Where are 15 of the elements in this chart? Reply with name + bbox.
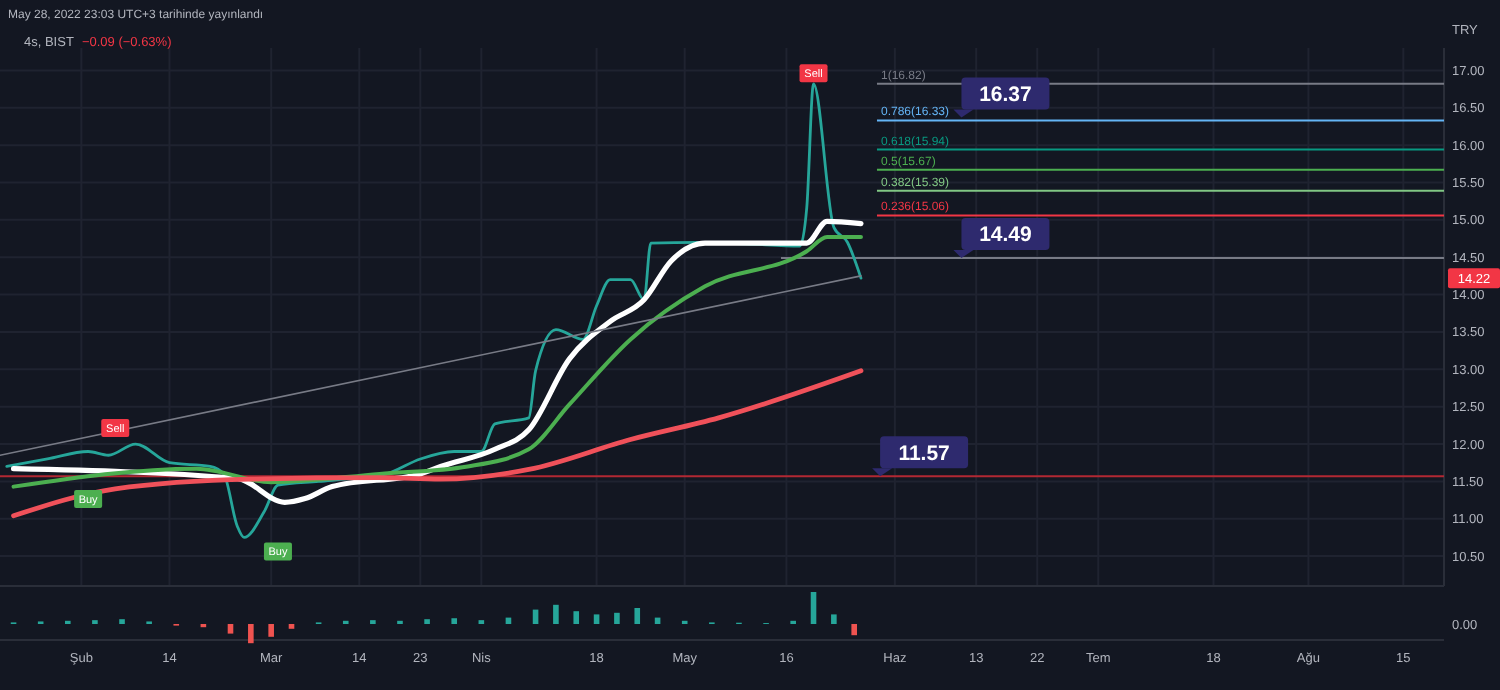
bar xyxy=(268,624,274,637)
bar xyxy=(227,624,234,634)
annotation: 16.37 xyxy=(979,82,1033,107)
bar xyxy=(451,618,458,624)
bar xyxy=(573,611,580,624)
line-series xyxy=(11,368,864,519)
bar xyxy=(593,614,600,624)
annotation: 14.49 xyxy=(979,223,1033,248)
bar xyxy=(831,614,837,624)
bar xyxy=(248,624,254,644)
bar xyxy=(851,624,857,636)
annotation: 11.57 xyxy=(898,441,951,466)
bar xyxy=(634,608,641,624)
bar xyxy=(553,604,559,624)
bar xyxy=(614,612,620,624)
